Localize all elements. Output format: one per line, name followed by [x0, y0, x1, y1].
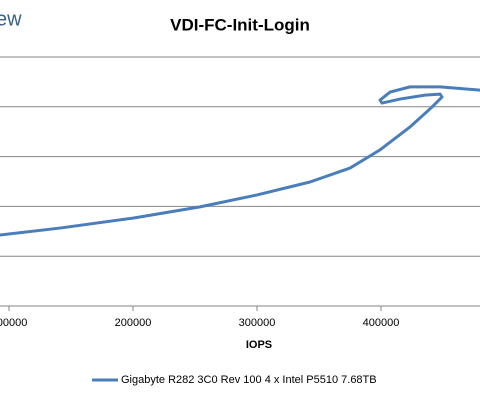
- x-axis-label: IOPS: [246, 339, 272, 351]
- chart-title: VDI-FC-Init-Login: [170, 15, 310, 34]
- x-tick-label: 200000: [115, 317, 152, 329]
- legend-label: Gigabyte R282 3C0 Rev 100 4 x Intel P551…: [121, 374, 377, 386]
- x-tick-label: 400000: [363, 317, 400, 329]
- x-tick-label: 100000: [0, 317, 27, 329]
- x-tick-label: 300000: [239, 317, 276, 329]
- data-line: [0, 85, 480, 237]
- logo: ew: [0, 8, 22, 30]
